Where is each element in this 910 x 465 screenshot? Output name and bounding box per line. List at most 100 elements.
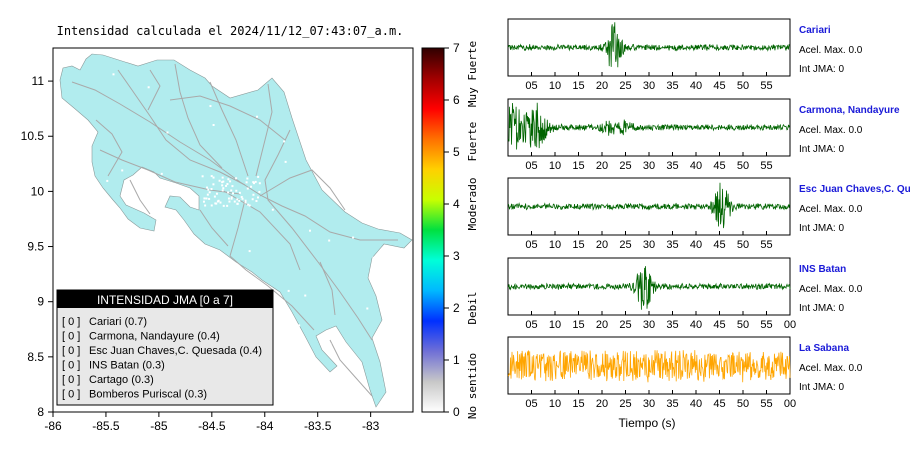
waveform-x-tick-label: 40 [690,239,702,251]
colorbar-scale [421,47,445,413]
waveform-x-tick-label: 25 [619,319,631,331]
waveform-x-tick-label: 45 [713,319,725,331]
station-accel: Acel. Max. 0.0 [799,204,863,215]
waveform-panel: 05 10 15 20 25 30 35 40 45 50 55 Cariari Acel. Max. … [507,18,863,92]
waveform-x-tick-label: 25 [619,80,631,92]
town-marker [226,204,229,207]
town-marker [333,181,336,184]
waveform-x-tick-label: 15 [572,398,584,410]
town-marker [236,198,239,201]
waveform-x-tick-label: 25 [619,160,631,172]
town-marker [210,188,213,191]
map-y-tick-label: 8 [37,405,44,419]
town-marker [121,169,124,172]
waveform-x-tick-label: 10 [549,239,561,251]
map-y-tick-label: 10.5 [21,129,45,143]
waveform-trace [507,22,791,68]
colorbar-ticks: 0 1 2 3 4 5 6 7 [444,41,460,419]
map-x-axis: -86 -85.5 -85 -84.5 -84 -83.5 -83 [44,412,380,433]
town-marker [271,208,274,211]
town-marker [153,199,156,202]
town-marker [219,201,222,204]
station-name: Esc Juan Chaves,C. Qu [799,184,910,195]
town-marker [255,200,258,203]
town-marker [136,236,139,239]
road [259,169,346,211]
town-marker [207,188,210,191]
waveform-x-tick-label: 50 [737,239,749,251]
town-marker [244,201,247,204]
town-marker [204,263,207,266]
waveform-x-tick-label: 45 [713,239,725,251]
station-intensity: Int JMA: 0 [799,64,844,75]
legend-entry-bracket: [ 0 ] [62,331,80,343]
town-marker [251,198,254,201]
town-marker [229,180,232,183]
town-marker [308,229,311,232]
waveform-x-axis-label: Tiempo (s) [619,416,676,430]
waveform-x-tick-label: 55 [760,160,772,172]
town-marker [372,256,375,259]
town-marker [256,115,259,118]
waveform-x-tick-label: 50 [737,398,749,410]
town-marker [106,179,109,182]
waveform-x-tick-label: 10 [549,398,561,410]
waveform-x-tick-label: 35 [666,239,678,251]
town-marker [221,189,224,192]
waveform-x-tick-label: 30 [643,80,655,92]
legend-header [57,290,273,308]
waveform-x-tick-label: 00 [784,398,796,410]
road [174,63,223,169]
map-x-tick-label: -86 [44,419,62,433]
waveform-x-tick-label: 35 [666,80,678,92]
colorbar-tick-label: 6 [453,93,460,107]
town-marker [252,181,255,184]
waveform-x-tick-label: 45 [713,80,725,92]
waveform-trace [507,350,791,383]
waveform-x-tick-label: 10 [549,80,561,92]
town-marker [216,200,219,203]
town-marker [315,155,318,158]
waveform-x-tick-label: 30 [643,319,655,331]
waveform-x-tick-label: 55 [760,239,772,251]
map-x-tick-label: -83 [362,419,380,433]
town-marker [258,190,261,193]
town-marker [360,143,363,146]
station-name: Carmona, Nandayure [799,105,900,116]
town-marker [235,87,238,90]
legend-entries: [ 0 ] Cariari (0.7) [ 0 ] Carmona, Nandayur… [62,316,262,401]
waveform-panel: 05 10 15 20 25 30 35 40 45 50 55 Carmona, Nandayure… [507,98,900,172]
waveform-x-tick-label: 05 [525,398,537,410]
town-marker [212,124,215,127]
waveform-x-tick-label: 25 [619,398,631,410]
town-marker [208,197,211,200]
station-name: La Sabana [799,343,849,354]
colorbar-category-labels: No sentido Debil Moderado Fuerte Muy Fuerte [466,41,479,419]
legend-entry-label: Bomberos Puriscal (0.3) [89,389,207,401]
legend-title: INTENSIDAD JMA [0 a 7] [97,293,233,307]
road [209,81,249,177]
town-marker [373,140,376,143]
town-marker [240,195,243,198]
town-marker [258,182,261,185]
town-marker [215,192,218,195]
waveform-x-tick-label: 40 [690,160,702,172]
town-marker [298,324,301,327]
town-marker [221,181,224,184]
waveform-x-tick-label: 15 [572,239,584,251]
station-intensity: Int JMA: 0 [799,382,844,393]
waveform-x-tick-label: 20 [596,80,608,92]
town-marker [206,186,209,189]
town-marker [204,204,207,207]
town-marker [222,187,225,190]
waveform-x-tick-label: 20 [596,319,608,331]
waveform-x-tick-label: 10 [549,160,561,172]
town-marker [213,195,216,198]
waveform-x-tick-label: 20 [596,160,608,172]
town-marker [366,307,369,310]
colorbar-tick-label: 1 [453,353,460,367]
town-marker [221,176,224,179]
map-x-tick-label: -85.5 [92,419,120,433]
